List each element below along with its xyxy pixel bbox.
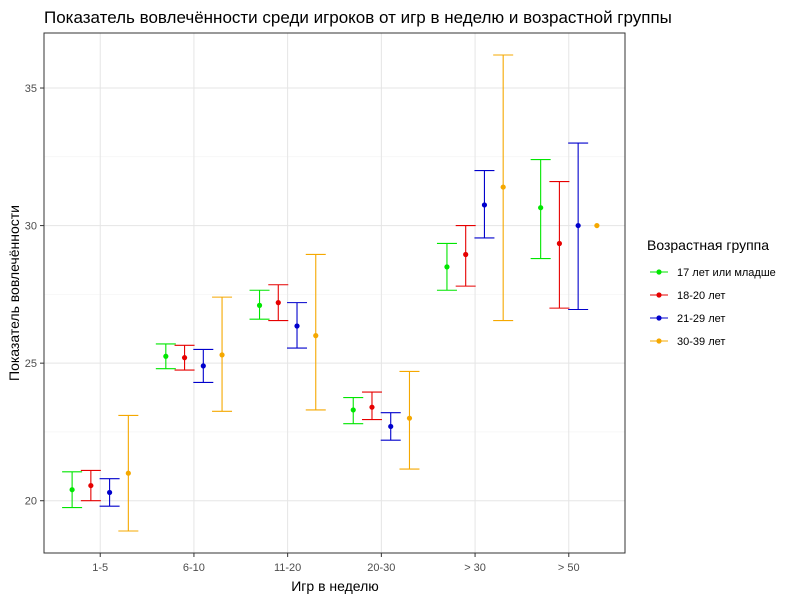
data-point xyxy=(88,482,94,489)
data-point xyxy=(69,487,75,493)
legend-key-point xyxy=(656,292,662,298)
x-tick-label: > 30 xyxy=(464,562,486,574)
plot-panel xyxy=(43,32,626,554)
x-tick-label: 20-30 xyxy=(367,562,395,574)
y-tick-label: 20 xyxy=(25,496,37,508)
data-point xyxy=(575,222,581,229)
x-tick-label: > 50 xyxy=(558,562,580,574)
data-point xyxy=(538,205,544,211)
data-point xyxy=(500,184,506,190)
legend-label: 18-20 лет xyxy=(677,290,725,302)
data-point xyxy=(256,302,263,308)
x-axis-title: Игр в неделю xyxy=(291,578,379,594)
legend-key-point xyxy=(656,338,662,344)
grid-layer xyxy=(44,33,625,553)
data-layer xyxy=(62,54,600,532)
data-point xyxy=(556,240,563,247)
data-point xyxy=(294,323,300,329)
data-point xyxy=(463,251,469,258)
x-tick-label: 6-10 xyxy=(183,562,205,574)
series-group xyxy=(99,142,589,507)
legend-title: Возрастная группа xyxy=(647,237,769,253)
legend: Возрастная группа 17 лет или младше 18-20… xyxy=(647,237,776,348)
data-point xyxy=(200,363,206,369)
data-point xyxy=(181,355,188,361)
legend-key-point xyxy=(656,315,662,321)
series-group xyxy=(118,54,600,532)
data-point xyxy=(219,352,225,358)
axis-layer: 20 25 30 35 1-5 6-10 11-20 20-30 > 30 > 50 xyxy=(25,32,626,574)
y-tick-label: 25 xyxy=(25,358,37,370)
data-point xyxy=(163,353,169,359)
legend-key-point xyxy=(656,269,662,275)
legend-label: 30-39 лет xyxy=(677,336,725,348)
y-axis-title: Показатель вовлечённости xyxy=(6,205,22,381)
legend-label: 17 лет или младше xyxy=(677,267,776,279)
data-point xyxy=(444,264,450,270)
legend-items: 17 лет или младше 18-20 лет 21-29 лет 30-39… xyxy=(650,267,776,348)
data-point xyxy=(481,202,488,208)
series-group xyxy=(80,181,570,502)
data-point xyxy=(350,407,356,413)
data-point xyxy=(388,423,394,430)
x-tick-label: 1-5 xyxy=(92,562,108,574)
data-point xyxy=(369,404,375,410)
series-group xyxy=(62,159,551,509)
data-point xyxy=(594,222,600,229)
plot-panel-border xyxy=(43,32,626,554)
data-point xyxy=(313,333,319,339)
chart-title: Показатель вовлечённости среди игроков о… xyxy=(44,8,672,27)
data-point xyxy=(275,300,281,306)
y-tick-label: 30 xyxy=(25,221,37,233)
x-tick-label: 11-20 xyxy=(274,562,301,574)
data-point xyxy=(125,470,131,476)
data-point xyxy=(106,489,113,496)
y-tick-label: 35 xyxy=(25,83,37,95)
data-point xyxy=(406,415,413,421)
legend-label: 21-29 лет xyxy=(677,313,725,325)
